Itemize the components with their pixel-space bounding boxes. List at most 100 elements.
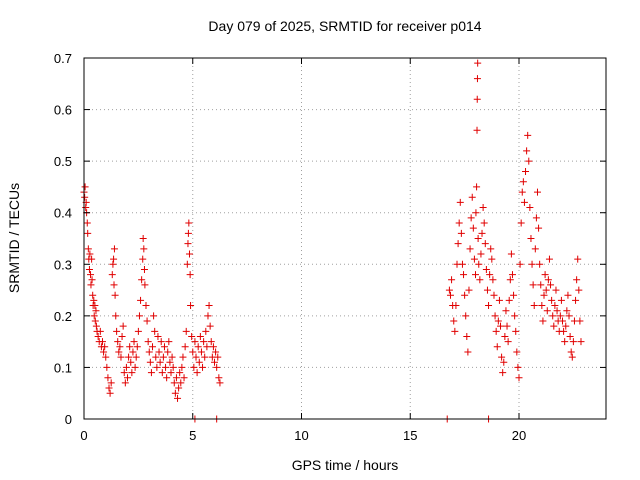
data-point [163, 374, 171, 382]
data-point [487, 245, 495, 253]
data-point [186, 271, 194, 279]
data-point [519, 178, 527, 186]
data-point [127, 358, 135, 366]
data-point [474, 59, 482, 67]
data-point [184, 240, 192, 248]
data-point [81, 183, 89, 191]
data-point [552, 286, 560, 294]
data-point [537, 281, 545, 289]
data-points [80, 59, 585, 423]
data-point [202, 327, 210, 335]
data-point [573, 276, 581, 284]
data-point [135, 312, 143, 320]
data-point [483, 286, 491, 294]
data-point [469, 224, 477, 232]
data-point [500, 358, 508, 366]
data-point [120, 369, 128, 377]
data-point [560, 327, 568, 335]
data-point [512, 327, 520, 335]
data-point [445, 286, 453, 294]
data-point [178, 363, 186, 371]
data-point [155, 348, 163, 356]
data-point [160, 343, 168, 351]
y-tick-label: 0.1 [54, 360, 72, 375]
data-point [508, 271, 516, 279]
data-point [541, 271, 549, 279]
data-point [476, 276, 484, 284]
data-point [177, 379, 185, 387]
data-point [529, 281, 537, 289]
data-point [110, 255, 118, 263]
data-point [481, 240, 489, 248]
data-point [458, 260, 466, 268]
data-point [510, 291, 518, 299]
data-point [566, 332, 574, 340]
data-point [564, 291, 572, 299]
data-point [113, 327, 121, 335]
data-point [117, 353, 125, 361]
data-point [536, 260, 544, 268]
data-point [107, 379, 115, 387]
data-point [466, 245, 474, 253]
data-point [196, 332, 204, 340]
data-point [104, 374, 112, 382]
data-point [141, 281, 149, 289]
y-tick-label: 0.4 [54, 206, 72, 221]
data-point [84, 245, 92, 253]
data-point [452, 302, 460, 310]
data-point [125, 353, 133, 361]
data-point [455, 219, 463, 227]
data-point [551, 302, 559, 310]
data-point [516, 260, 524, 268]
data-point [454, 240, 462, 248]
data-point [479, 204, 487, 212]
data-point [446, 291, 454, 299]
data-point [162, 363, 170, 371]
data-point [175, 384, 183, 392]
data-point [501, 332, 509, 340]
data-point [502, 307, 510, 315]
data-point [457, 229, 465, 237]
data-point [559, 317, 566, 325]
data-point [203, 343, 211, 351]
data-point [106, 389, 114, 397]
x-tick-labels: 0 5 10 15 20 [80, 428, 526, 443]
data-point [543, 307, 551, 315]
data-point [477, 250, 485, 258]
data-point [456, 198, 464, 206]
data-point [81, 193, 89, 201]
data-point [153, 363, 161, 371]
data-point [475, 260, 483, 268]
data-point [488, 255, 496, 263]
data-point [520, 198, 528, 206]
data-point [472, 271, 479, 279]
data-point [122, 363, 130, 371]
data-point [182, 327, 190, 335]
data-point [497, 322, 505, 330]
data-point [527, 235, 535, 242]
data-point [493, 343, 501, 351]
data-point [194, 343, 202, 351]
data-point [88, 276, 96, 284]
data-point [201, 353, 209, 361]
data-point [517, 219, 525, 227]
data-point [550, 322, 558, 330]
data-point [188, 332, 196, 340]
data-point [506, 276, 514, 284]
y-tick-labels: 0 0.1 0.2 0.3 0.4 0.5 0.6 0.7 [54, 51, 72, 427]
data-point [463, 332, 471, 340]
data-point [548, 296, 556, 304]
data-point [450, 317, 458, 325]
data-point [215, 374, 223, 382]
data-point [119, 322, 127, 330]
data-point [197, 348, 205, 356]
data-point [89, 291, 97, 299]
y-tick-label: 0.6 [54, 103, 72, 118]
data-point [174, 394, 182, 402]
data-point [535, 224, 543, 232]
data-point [568, 353, 576, 361]
data-point [544, 276, 552, 284]
data-point [185, 219, 193, 227]
data-point [109, 260, 117, 268]
data-point [567, 348, 575, 356]
